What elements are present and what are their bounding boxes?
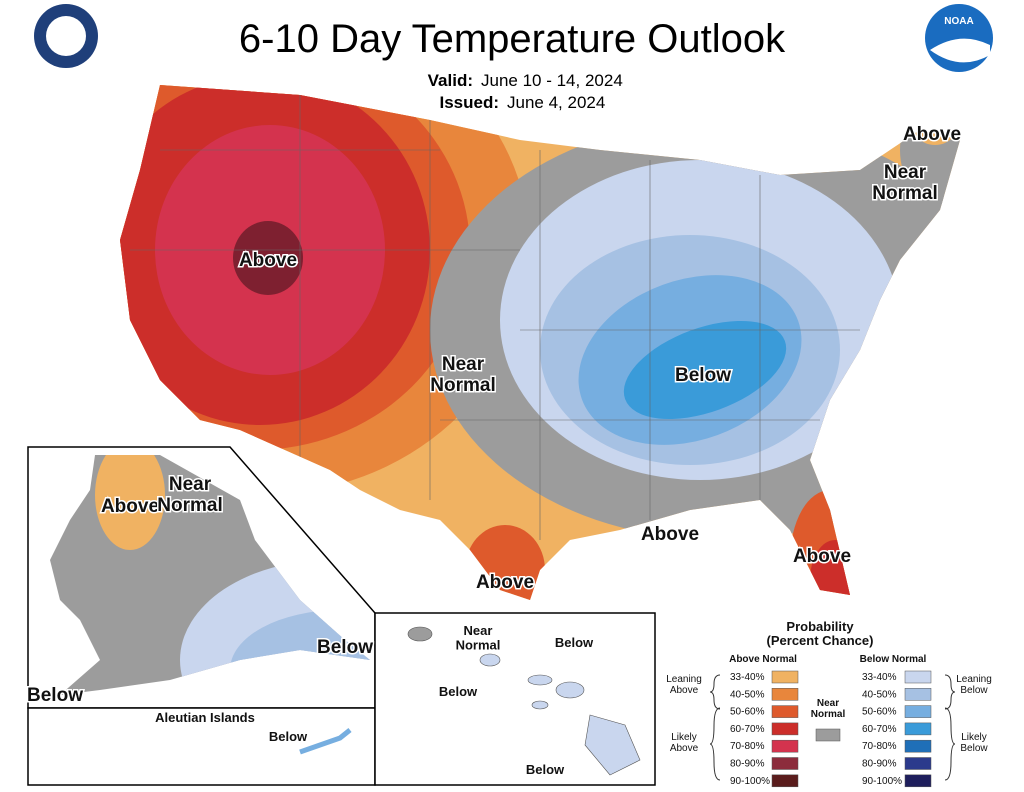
legend-swatch xyxy=(771,757,799,770)
legend-range: 80-90% xyxy=(730,759,765,770)
region-label: Above xyxy=(641,524,699,545)
legend-swatch xyxy=(904,670,932,684)
region-label: Near Normal xyxy=(430,354,495,396)
valid-dates: June 10 - 14, 2024 xyxy=(481,71,623,90)
legend-title: Probability xyxy=(786,619,854,634)
title: 6-10 Day Temperature Outlook xyxy=(239,17,786,61)
legend-range: 50-60% xyxy=(730,707,765,718)
legend-range: 60-70% xyxy=(730,724,765,735)
legend-swatch xyxy=(904,722,932,736)
logo-commerce xyxy=(34,4,98,68)
legend-range: 70-80% xyxy=(862,741,897,752)
legend-swatch xyxy=(771,739,799,753)
legend-swatch xyxy=(815,728,841,742)
legend-range: 40-50% xyxy=(730,689,765,700)
legend-swatch xyxy=(904,774,932,788)
legend-header: Above Normal xyxy=(729,654,797,665)
region-label: Near Normal xyxy=(872,162,937,204)
region-label: Below xyxy=(317,637,373,658)
legend-header: Below Normal xyxy=(860,654,927,665)
region-label: Above xyxy=(101,496,159,517)
region-label: Near Normal xyxy=(157,474,222,516)
valid-label: Valid: xyxy=(428,71,473,90)
region-label: Below xyxy=(269,729,308,744)
logo-text: NOAA xyxy=(944,16,973,27)
legend-group: Leaning Above xyxy=(666,674,702,696)
region-label: Below xyxy=(439,684,478,699)
region-label: Above xyxy=(239,250,297,271)
region-label: Below xyxy=(27,685,83,706)
legend-range: 80-90% xyxy=(862,759,897,770)
legend-swatch xyxy=(904,705,932,718)
legend-brace xyxy=(709,674,956,781)
issued-label: Issued: xyxy=(439,93,499,112)
legend-range: 90-100% xyxy=(862,776,902,787)
legend-swatch xyxy=(904,757,932,770)
legend-range: 50-60% xyxy=(862,707,897,718)
legend-group: Likely Below xyxy=(960,732,988,754)
aleutian-islands xyxy=(299,728,352,755)
legend-swatch xyxy=(904,739,932,753)
legend-swatch xyxy=(771,670,799,684)
region-label: Near Normal xyxy=(456,623,501,652)
legend-range: 33-40% xyxy=(730,672,765,683)
hawaii-islands xyxy=(407,626,641,776)
legend-swatch xyxy=(904,688,932,701)
inset-title: Aleutian Islands xyxy=(155,710,255,725)
region-label: Below xyxy=(675,365,731,386)
legend-range: 40-50% xyxy=(862,689,897,700)
legend-swatch xyxy=(771,688,799,701)
legend-range: 60-70% xyxy=(862,724,897,735)
region-label: Above xyxy=(476,572,534,593)
region-label: Below xyxy=(555,635,594,650)
legend-range: 70-80% xyxy=(730,741,765,752)
legend: Probability (Percent Chance) Above Norma… xyxy=(666,619,992,788)
legend-group: Likely Above xyxy=(670,732,699,754)
legend-swatch xyxy=(771,705,799,718)
region-label: Below xyxy=(526,762,565,777)
issued-date: June 4, 2024 xyxy=(507,93,605,112)
legend-near: Near Normal xyxy=(811,698,846,720)
legend-subtitle: (Percent Chance) xyxy=(767,633,874,648)
region-label: Above xyxy=(793,546,851,567)
region-label: Above xyxy=(903,124,961,145)
legend-range: 33-40% xyxy=(862,672,897,683)
logo-noaa: NOAA xyxy=(925,4,993,72)
legend-range: 90-100% xyxy=(730,776,770,787)
legend-group: Leaning Below xyxy=(956,674,992,696)
legend-swatch xyxy=(771,722,799,736)
legend-swatch xyxy=(771,774,799,788)
